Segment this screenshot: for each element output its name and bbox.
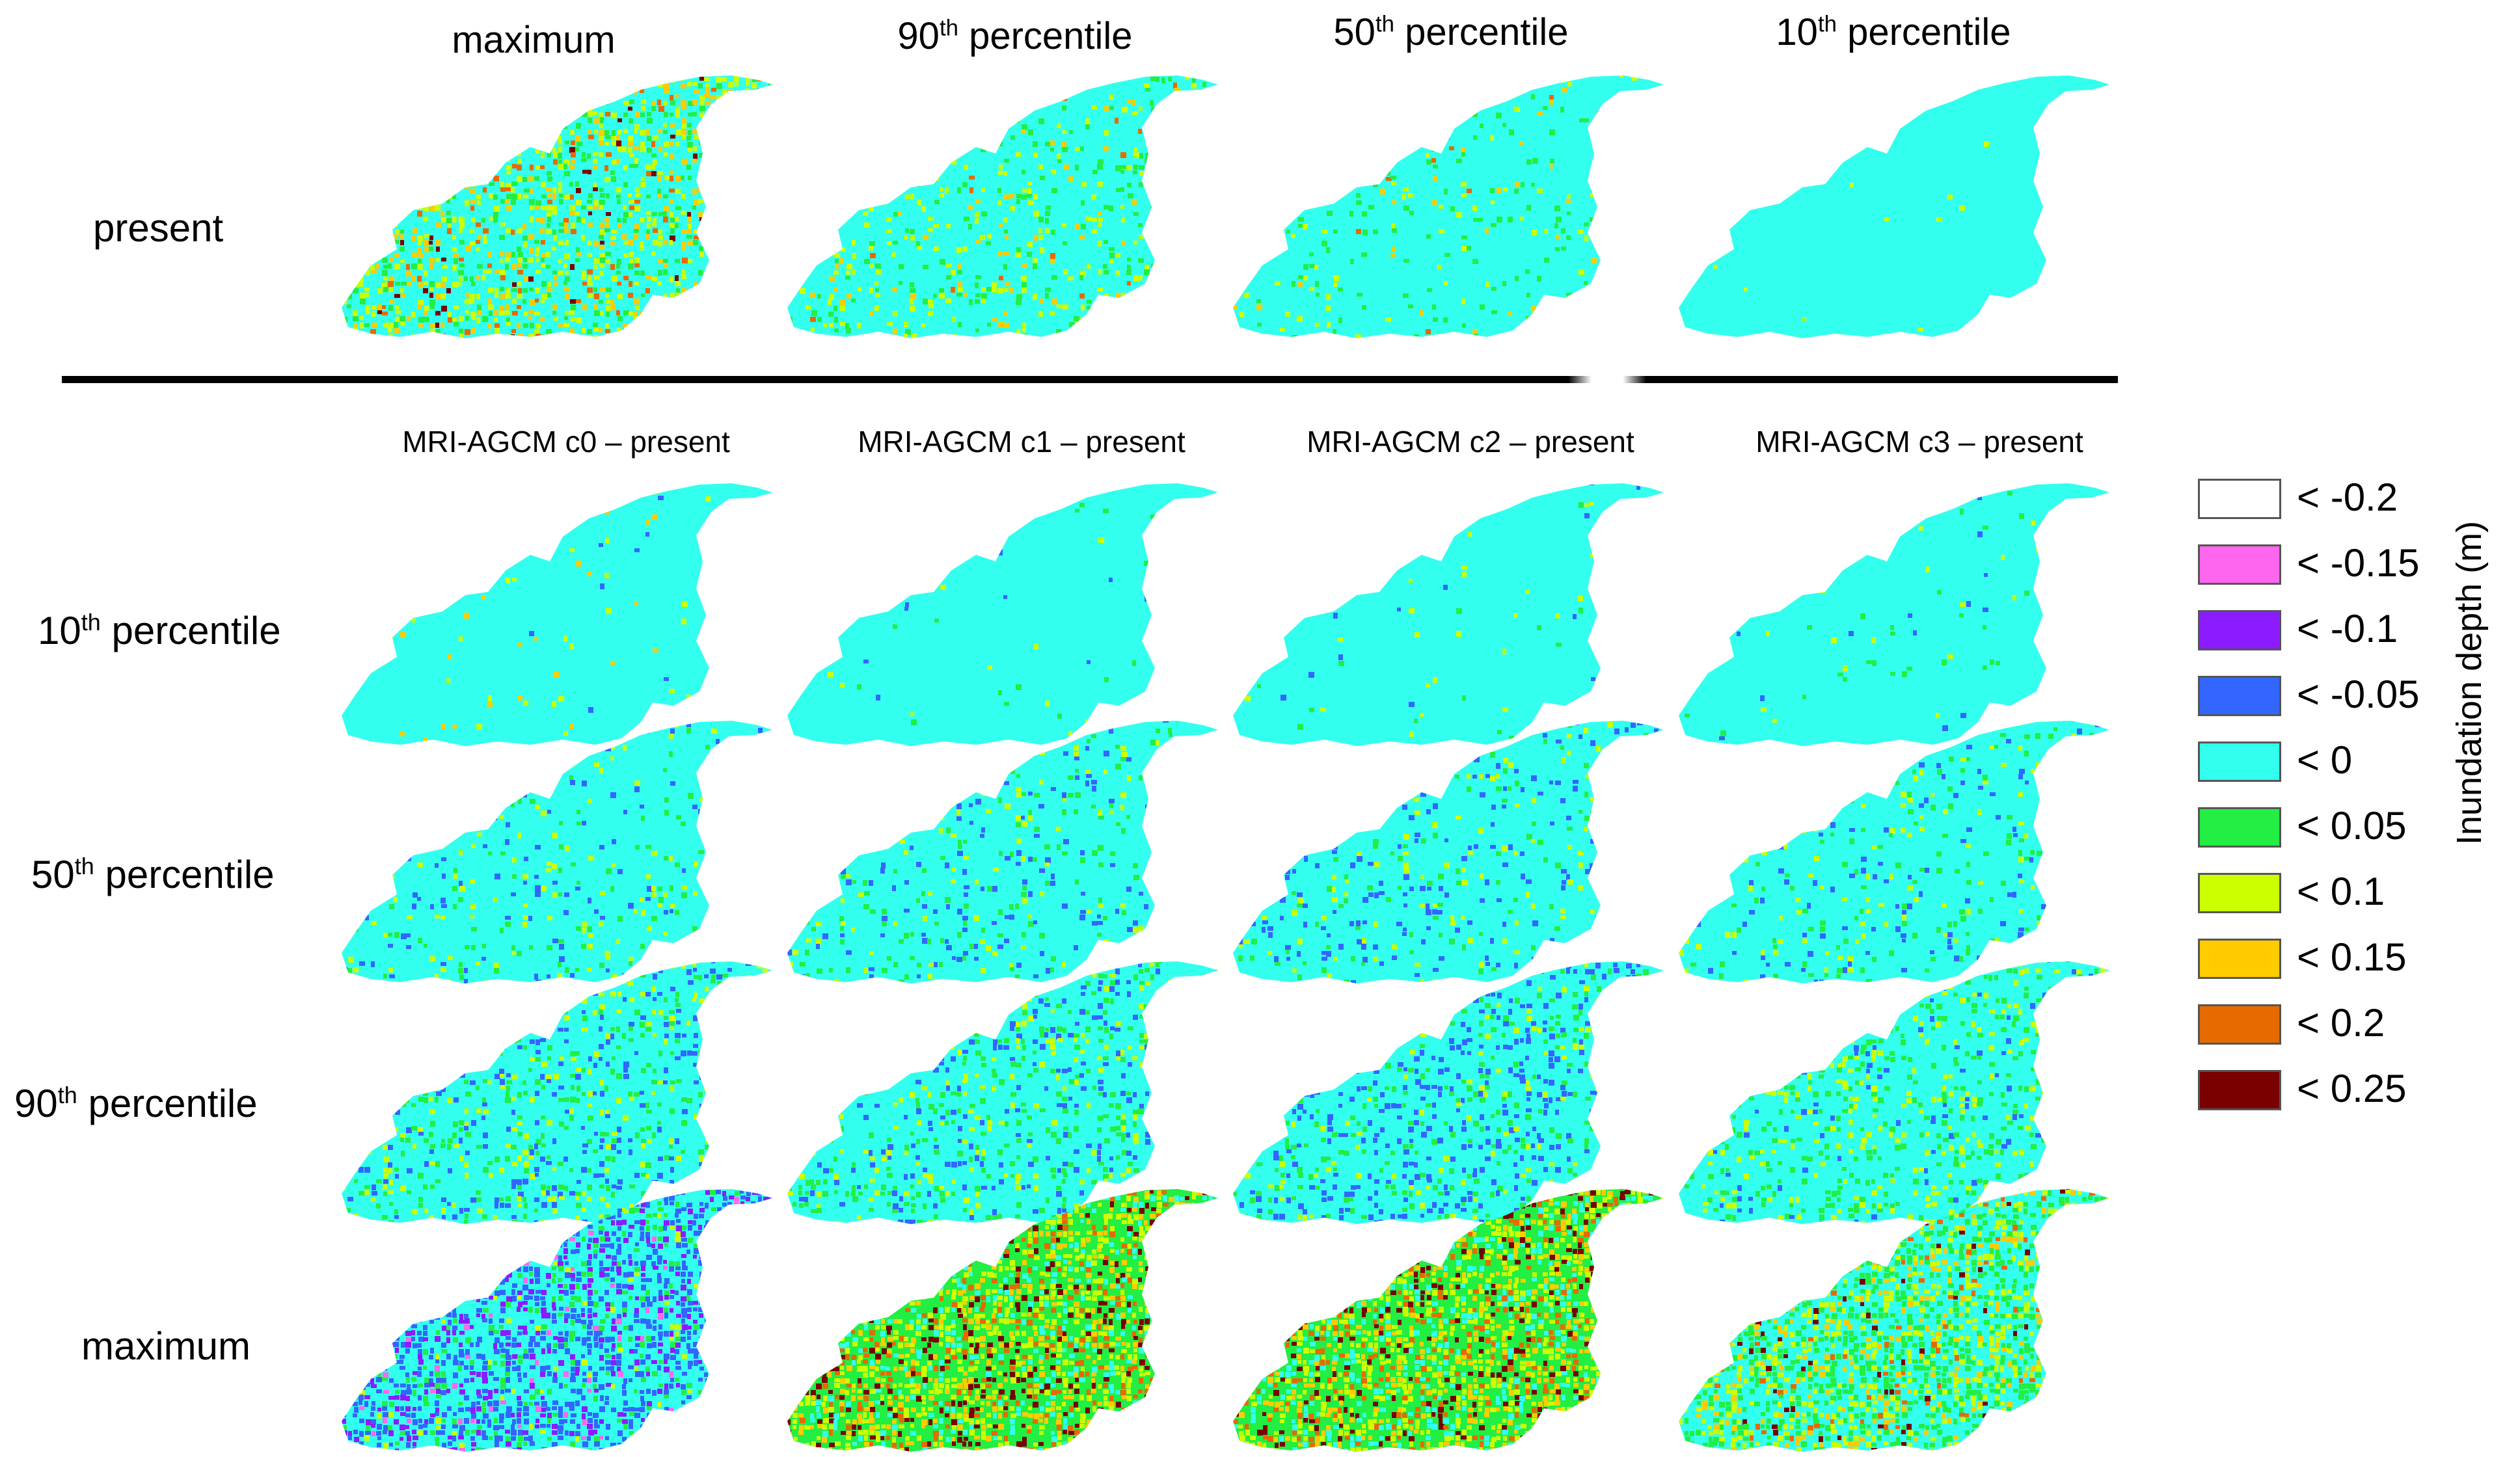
col-header-90th: 90th percentile bbox=[846, 14, 1184, 58]
legend-swatch bbox=[2198, 610, 2281, 650]
sub-header-c0: MRI-AGCM c0 – present bbox=[364, 424, 768, 459]
basin-shape bbox=[787, 483, 1218, 746]
map-present-50th bbox=[1226, 70, 1669, 343]
legend-title: Inundation depth (m) bbox=[2449, 521, 2489, 845]
legend-label: < -0.05 bbox=[2297, 672, 2419, 717]
row-label-10th: 10th percentile bbox=[38, 608, 281, 653]
sub-header-c1: MRI-AGCM c1 – present bbox=[820, 424, 1223, 459]
legend-swatch bbox=[2198, 939, 2281, 979]
basin-shape bbox=[1233, 483, 1664, 746]
map-c2-50th bbox=[1226, 715, 1669, 989]
map-c3-10th bbox=[1672, 478, 2115, 751]
col-header-10th: 10th percentile bbox=[1724, 10, 2063, 54]
map-present-maximum bbox=[335, 70, 778, 343]
map-c1-10th bbox=[781, 478, 1223, 751]
map-c1-maximum bbox=[781, 1184, 1223, 1457]
legend-swatch bbox=[2198, 807, 2281, 848]
row-label-90th: 90th percentile bbox=[14, 1081, 258, 1126]
legend-swatch bbox=[2198, 676, 2281, 716]
map-present-90th bbox=[781, 70, 1223, 343]
legend-swatch bbox=[2198, 742, 2281, 782]
basin-shape bbox=[1679, 483, 2109, 746]
row-label-maximum: maximum bbox=[81, 1324, 251, 1369]
legend-item: < 0 bbox=[2198, 738, 2458, 790]
legend-item: < -0.05 bbox=[2198, 672, 2458, 724]
sub-header-c2: MRI-AGCM c2 – present bbox=[1269, 424, 1672, 459]
map-c0-10th bbox=[335, 478, 778, 751]
legend-swatch bbox=[2198, 873, 2281, 913]
basin-shape bbox=[1679, 1189, 2109, 1452]
legend-swatch bbox=[2198, 479, 2281, 519]
legend-label: < 0.15 bbox=[2297, 935, 2407, 980]
divider-line bbox=[62, 376, 2118, 383]
map-c2-10th bbox=[1226, 478, 1669, 751]
legend-label: < -0.2 bbox=[2297, 475, 2398, 520]
map-c3-maximum bbox=[1672, 1184, 2115, 1457]
row-label-present: present bbox=[93, 206, 223, 250]
map-c3-50th bbox=[1672, 715, 2115, 989]
legend-label: < 0.25 bbox=[2297, 1066, 2407, 1112]
map-c1-50th bbox=[781, 715, 1223, 989]
inundation-figure: maximum 90th percentile 50th percentile … bbox=[0, 0, 2520, 1424]
row-label-50th: 50th percentile bbox=[31, 852, 275, 897]
legend-item: < -0.15 bbox=[2198, 541, 2458, 593]
legend-label: < 0.05 bbox=[2297, 803, 2407, 849]
legend-item: < 0.05 bbox=[2198, 803, 2458, 855]
legend-item: < -0.1 bbox=[2198, 606, 2458, 658]
legend-item: < 0.15 bbox=[2198, 935, 2458, 987]
legend-swatch bbox=[2198, 544, 2281, 585]
legend-item: < 0.25 bbox=[2198, 1066, 2458, 1118]
legend-label: < 0.2 bbox=[2297, 1000, 2385, 1046]
map-c2-maximum bbox=[1226, 1184, 1669, 1457]
map-c0-maximum bbox=[335, 1184, 778, 1457]
map-present-10th bbox=[1672, 70, 2115, 343]
col-header-50th: 50th percentile bbox=[1282, 10, 1620, 54]
legend-swatch bbox=[2198, 1070, 2281, 1110]
basin-shape bbox=[1679, 75, 2109, 338]
legend-item: < -0.2 bbox=[2198, 475, 2458, 527]
legend-label: < 0 bbox=[2297, 738, 2352, 783]
legend-swatch bbox=[2198, 1004, 2281, 1045]
sub-header-c3: MRI-AGCM c3 – present bbox=[1718, 424, 2121, 459]
basin-shape bbox=[342, 721, 772, 983]
divider-gap bbox=[1568, 375, 1646, 384]
map-c0-50th bbox=[335, 715, 778, 989]
legend-item: < 0.1 bbox=[2198, 869, 2458, 921]
basin-shape bbox=[342, 483, 772, 746]
basin-shape bbox=[1233, 75, 1664, 338]
legend-label: < 0.1 bbox=[2297, 869, 2385, 915]
col-header-maximum: maximum bbox=[390, 18, 677, 62]
basin-shape bbox=[1679, 721, 2109, 983]
legend-label: < -0.1 bbox=[2297, 606, 2398, 652]
legend-label: < -0.15 bbox=[2297, 541, 2419, 586]
legend-item: < 0.2 bbox=[2198, 1000, 2458, 1052]
